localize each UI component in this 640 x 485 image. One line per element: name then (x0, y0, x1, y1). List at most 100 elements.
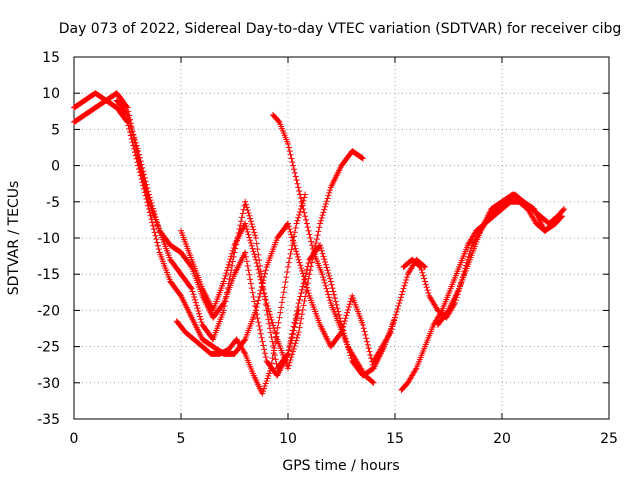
data-point (123, 103, 130, 110)
data-point (364, 338, 371, 345)
data-point (361, 328, 368, 335)
data-point (258, 280, 265, 287)
data-point (248, 221, 255, 228)
data-point (259, 338, 266, 345)
data-point (561, 206, 568, 213)
data-point (134, 159, 141, 166)
data-point (256, 270, 263, 277)
data-point (134, 145, 141, 152)
data-point (279, 299, 286, 306)
data-point (303, 270, 310, 277)
data-point (268, 316, 275, 323)
data-point (228, 253, 235, 260)
data-point (252, 253, 259, 260)
data-point (298, 286, 305, 293)
data-point (287, 151, 294, 158)
data-point (262, 296, 269, 303)
data-point (252, 235, 259, 241)
data-point (279, 294, 286, 301)
data-point (318, 247, 325, 254)
y-tick-label: -15 (37, 267, 60, 283)
data-point (418, 266, 425, 273)
data-point (220, 278, 227, 285)
data-point (275, 118, 282, 125)
data-point (270, 322, 277, 329)
data-point (347, 298, 354, 305)
data-point (263, 300, 270, 307)
data-point (144, 199, 151, 206)
data-point (286, 359, 293, 366)
data-point (243, 201, 250, 208)
y-tick-label: -35 (37, 412, 60, 428)
data-point (222, 272, 229, 279)
data-point (261, 346, 268, 353)
data-point (269, 338, 276, 345)
data-point (294, 331, 301, 338)
data-point (250, 294, 257, 301)
data-point (560, 207, 567, 214)
data-point (359, 154, 366, 161)
data-point (321, 206, 328, 213)
data-point (264, 302, 271, 309)
data-point (151, 229, 158, 236)
data-point (421, 275, 428, 282)
data-point (152, 213, 159, 220)
data-point (294, 180, 301, 187)
data-point (144, 184, 151, 191)
data-point (256, 322, 263, 329)
data-point (289, 158, 296, 165)
data-point (298, 290, 305, 297)
data-point (286, 344, 293, 351)
data-point (142, 192, 149, 199)
data-point (222, 298, 229, 305)
data-point (360, 325, 367, 332)
data-point (146, 209, 153, 216)
data-point (265, 372, 272, 379)
data-point (301, 276, 308, 283)
data-point (145, 188, 152, 195)
data-point (189, 288, 196, 295)
data-point (281, 284, 288, 291)
data-point (196, 310, 203, 317)
data-point (243, 258, 250, 265)
data-point (190, 291, 197, 298)
data-point (308, 263, 315, 270)
data-point (255, 266, 262, 273)
data-point (362, 331, 369, 338)
data-point (152, 232, 159, 239)
data-point (290, 166, 297, 173)
data-point (302, 213, 309, 220)
data-point (323, 264, 330, 271)
data-point (154, 242, 161, 249)
data-point (369, 361, 376, 368)
data-point (327, 278, 334, 285)
data-point (308, 238, 315, 245)
data-point (131, 149, 138, 156)
data-point (138, 161, 145, 168)
data-point (227, 271, 234, 278)
data-point (242, 198, 249, 205)
data-point (285, 347, 292, 354)
data-point (264, 375, 271, 382)
data-point (295, 300, 302, 307)
y-tick-label: -10 (37, 231, 60, 247)
data-point (293, 317, 300, 324)
data-point (298, 198, 305, 205)
data-point (288, 155, 295, 162)
data-point (241, 349, 248, 356)
data-point (187, 284, 194, 291)
data-point (255, 297, 262, 304)
data-point (287, 340, 294, 347)
series-arc-4 (173, 191, 309, 397)
y-tick-label: -5 (46, 195, 60, 211)
data-point (299, 283, 306, 290)
x-axis-title: GPS time / hours (282, 458, 399, 474)
data-point (239, 210, 246, 217)
data-point (135, 148, 142, 155)
data-point (334, 305, 341, 312)
data-point (259, 390, 266, 397)
data-point (140, 185, 147, 192)
data-point (303, 284, 310, 291)
data-point (303, 289, 310, 296)
data-point (249, 289, 256, 296)
